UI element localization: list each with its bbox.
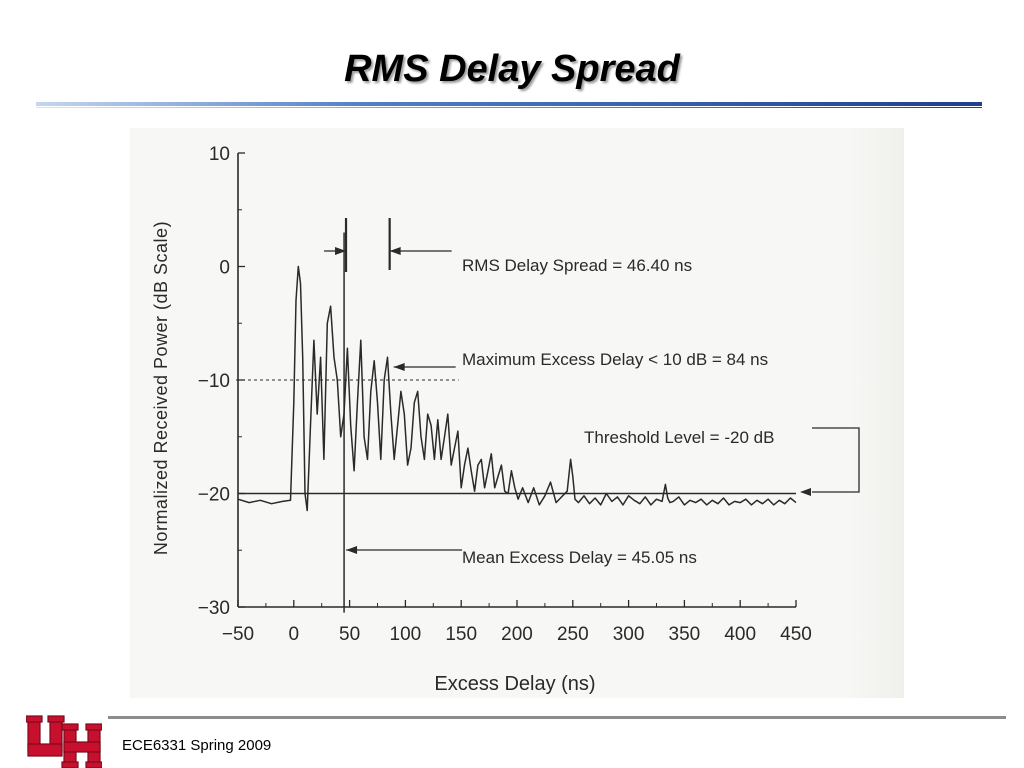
series-group	[237, 265, 797, 512]
footer-divider	[108, 716, 1006, 719]
x-tick-label: 250	[557, 624, 589, 645]
threshold-arrow-head	[800, 488, 811, 496]
rms-arrow-right-head	[389, 247, 401, 255]
scanned-figure-edge	[850, 128, 904, 698]
y-tick-label: 10	[209, 144, 230, 165]
y-axis-title: Normalized Received Power (dB Scale)	[151, 221, 171, 555]
threshold-bracket	[812, 427, 860, 493]
x-tick-label: 100	[390, 624, 422, 645]
rms-delay-spread-label: RMS Delay Spread = 46.40 ns	[462, 256, 692, 275]
threshold-level-label: Threshold Level = -20 dB	[584, 428, 774, 447]
x-tick-label: 200	[501, 624, 533, 645]
annotations-group: RMS Delay Spread = 46.40 ns Maximum Exces…	[324, 218, 860, 567]
x-axis-title: Excess Delay (ns)	[434, 673, 595, 695]
axis-labels-group: −50 0 50 100 150 200 250 300 350 400 450100−10−20−…	[151, 144, 812, 695]
x-tick-label: 50	[339, 624, 360, 645]
mean-excess-arrow-head	[346, 546, 358, 554]
max-excess-delay-label: Maximum Excess Delay < 10 dB = 84 ns	[462, 350, 768, 369]
x-tick-label: 300	[613, 624, 645, 645]
y-tick-label: −10	[198, 371, 230, 392]
max-excess-arrow-head	[393, 363, 405, 371]
x-tick-label: 0	[289, 624, 300, 645]
slide-title: RMS Delay Spread	[344, 48, 680, 90]
uh-logo-icon	[26, 715, 102, 768]
x-tick-label: 400	[724, 624, 756, 645]
y-tick-label: 0	[219, 258, 230, 279]
title-divider	[36, 102, 982, 106]
x-tick-label: 350	[669, 624, 701, 645]
x-tick-label: 450	[780, 624, 812, 645]
title-divider-thin	[36, 107, 982, 108]
x-tick-label: 150	[445, 624, 477, 645]
x-tick-label: −50	[222, 624, 254, 645]
power-delay-profile-line	[237, 265, 797, 512]
y-tick-label: −20	[198, 485, 230, 506]
rms-arrow-left-head	[335, 247, 347, 255]
footer-course-label: ECE6331 Spring 2009	[122, 737, 272, 754]
mean-excess-delay-label: Mean Excess Delay = 45.05 ns	[462, 548, 697, 567]
y-tick-label: −30	[198, 598, 230, 619]
